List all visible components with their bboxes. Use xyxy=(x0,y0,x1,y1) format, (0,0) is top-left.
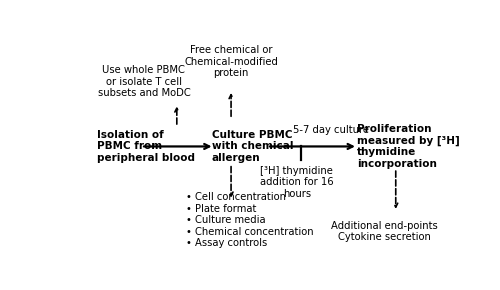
Text: Additional end-points
Cytokine secretion: Additional end-points Cytokine secretion xyxy=(331,220,438,242)
FancyArrowPatch shape xyxy=(229,166,233,196)
Text: Use whole PBMC
or isolate T cell
subsets and MoDC: Use whole PBMC or isolate T cell subsets… xyxy=(98,65,190,98)
Text: Proliferation
measured by [³H]
thymidine
incorporation: Proliferation measured by [³H] thymidine… xyxy=(357,124,460,169)
FancyArrowPatch shape xyxy=(144,144,209,149)
Text: Culture PBMC
with chemical
allergen: Culture PBMC with chemical allergen xyxy=(212,130,293,163)
FancyArrowPatch shape xyxy=(270,144,352,149)
Text: Free chemical or
Chemical-modified
protein: Free chemical or Chemical-modified prote… xyxy=(184,45,278,78)
Text: • Cell concentration
• Plate format
• Culture media
• Chemical concentration
• A: • Cell concentration • Plate format • Cu… xyxy=(186,192,314,248)
FancyArrowPatch shape xyxy=(394,171,398,207)
Text: [³H] thymidine
addition for 16
hours: [³H] thymidine addition for 16 hours xyxy=(260,166,334,199)
Text: Isolation of
PBMC from
peripheral blood: Isolation of PBMC from peripheral blood xyxy=(98,130,196,163)
FancyArrowPatch shape xyxy=(175,108,179,124)
Text: 5-7 day culture: 5-7 day culture xyxy=(293,125,369,135)
FancyArrowPatch shape xyxy=(229,95,233,116)
